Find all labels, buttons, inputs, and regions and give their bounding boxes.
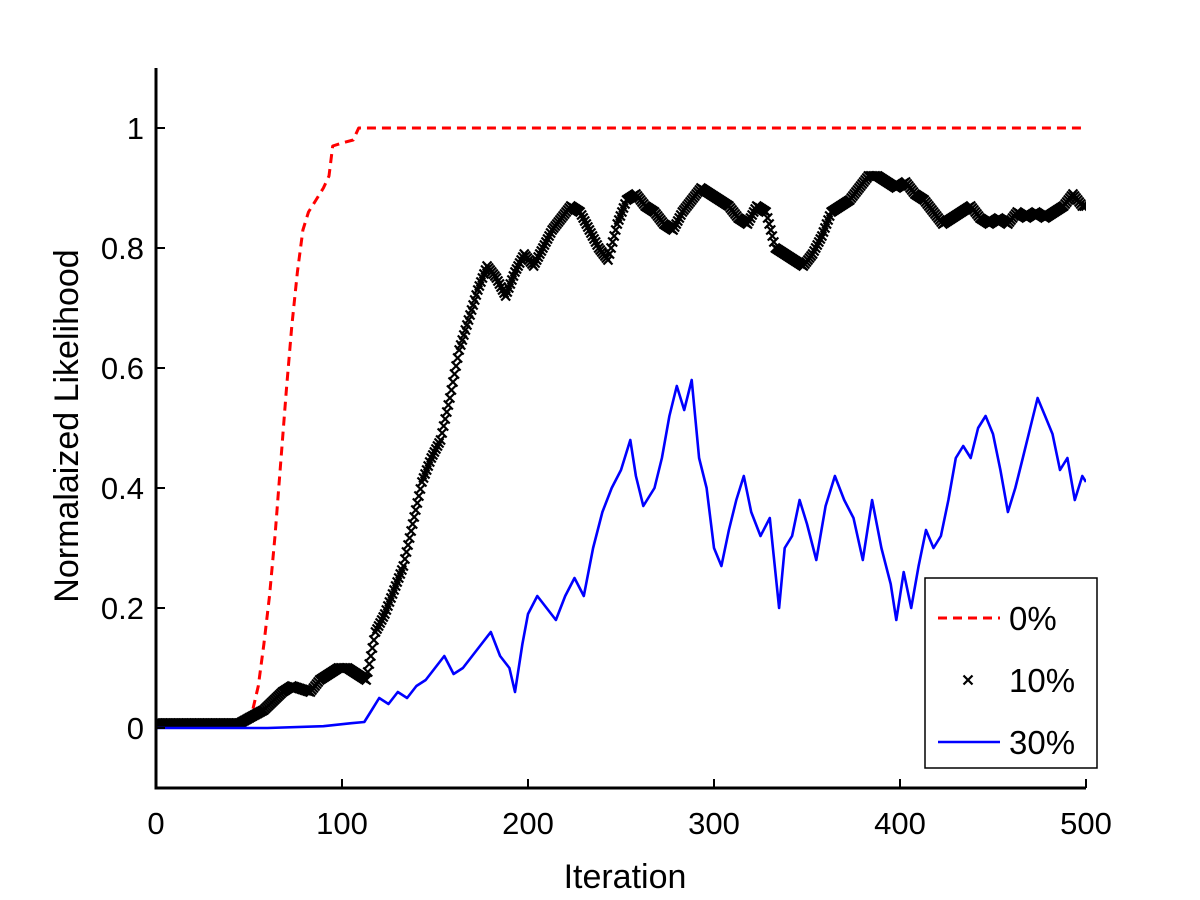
data-point-marker bbox=[447, 376, 459, 388]
data-point-marker bbox=[1077, 200, 1086, 212]
x-axis-title: Iteration bbox=[564, 858, 687, 896]
data-point-marker bbox=[1080, 200, 1086, 212]
x-tick-label: 400 bbox=[874, 806, 926, 841]
x-tick-label: 300 bbox=[688, 806, 740, 841]
data-point-marker bbox=[444, 392, 456, 404]
legend-label: 30% bbox=[1009, 724, 1075, 761]
x-tick-label: 500 bbox=[1060, 806, 1112, 841]
data-point-marker bbox=[362, 666, 374, 678]
data-point-marker bbox=[446, 384, 457, 396]
data-point-marker bbox=[452, 352, 463, 364]
series-10pct-markers bbox=[156, 170, 1086, 729]
legend-box bbox=[924, 577, 1098, 769]
y-tick-label: 0.4 bbox=[101, 471, 144, 506]
legend-marker-10pct bbox=[962, 674, 974, 686]
data-point-marker bbox=[360, 674, 372, 686]
data-point-marker bbox=[449, 368, 460, 380]
data-point-marker bbox=[365, 650, 377, 662]
x-tick-label: 200 bbox=[502, 806, 554, 841]
axis-layer: 0 100 200 300 400 500 0 0.2 0.4 0.6 0.8 1 bbox=[101, 68, 1112, 841]
data-point-marker bbox=[450, 360, 462, 372]
data-point-marker bbox=[367, 642, 378, 654]
y-tick-label: 0.8 bbox=[101, 231, 144, 266]
y-tick-label: 0.6 bbox=[101, 351, 144, 386]
y-axis-title: Normalaized Likelihood bbox=[48, 249, 86, 602]
x-tick-label: 0 bbox=[147, 806, 164, 841]
legend-label: 10% bbox=[1009, 662, 1075, 699]
series-0pct-line bbox=[156, 126, 1086, 727]
data-point-marker bbox=[368, 634, 380, 646]
series-layer bbox=[156, 126, 1086, 730]
data-point-marker bbox=[364, 658, 375, 670]
legend-label: 0% bbox=[1009, 600, 1057, 637]
x-tick-label: 100 bbox=[316, 806, 368, 841]
series-30pct-line bbox=[156, 378, 1086, 730]
legend: 0% 10% 30% bbox=[924, 577, 1098, 769]
data-point-marker bbox=[1078, 200, 1086, 212]
y-tick-label: 0.2 bbox=[101, 591, 144, 626]
y-tick-label: 0 bbox=[127, 711, 144, 746]
y-tick-label: 1 bbox=[127, 111, 144, 146]
